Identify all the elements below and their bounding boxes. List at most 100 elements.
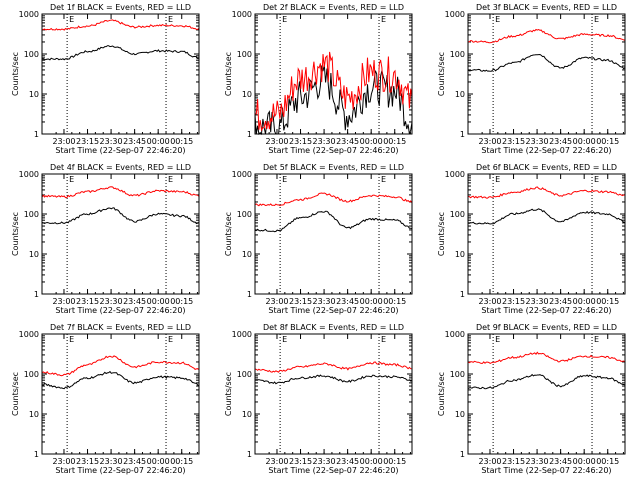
- x-tick-label: 00:00: [360, 297, 383, 306]
- panel-title: Det 2f BLACK = Events, RED = LLD: [263, 3, 404, 12]
- x-tick-label: 23:15: [289, 297, 312, 306]
- y-tick-label: 1: [247, 130, 252, 139]
- y-tick-label: 1000: [232, 10, 252, 19]
- plot-frame: [254, 333, 413, 455]
- y-tick-label: 1000: [445, 10, 465, 19]
- x-tick-label: 23:00: [52, 457, 75, 466]
- x-tick-label: 00:15: [170, 297, 193, 306]
- lld-line: [254, 51, 413, 132]
- y-tick-label: 100: [237, 210, 252, 219]
- chart-panel-2: Det 2f BLACK = Events, RED = LLD 1 10 100 10…: [224, 3, 413, 155]
- marker-label: E: [282, 335, 287, 344]
- marker-label: E: [495, 175, 500, 184]
- y-tick-label: 100: [450, 50, 465, 59]
- x-tick-label: 23:45: [123, 457, 146, 466]
- marker-label: E: [381, 335, 386, 344]
- x-tick-label: 23:15: [502, 457, 525, 466]
- x-tick-label: 23:00: [478, 137, 501, 146]
- y-tick-label: 100: [24, 210, 39, 219]
- y-tick-label: 1: [247, 450, 252, 459]
- y-tick-label: 10: [242, 410, 252, 419]
- chart-panel-4: Det 4f BLACK = Events, RED = LLD 1 10 100 10…: [11, 163, 200, 315]
- y-tick-label: 10: [242, 90, 252, 99]
- y-axis-label: Counts/sec: [437, 372, 446, 416]
- y-tick-label: 10: [29, 410, 39, 419]
- lld-line: [41, 19, 200, 31]
- y-axis-label: Counts/sec: [224, 212, 233, 256]
- x-tick-label: 23:45: [549, 137, 572, 146]
- x-tick-label: 00:00: [147, 297, 170, 306]
- x-tick-label: 00:15: [170, 457, 193, 466]
- marker-label: E: [381, 175, 386, 184]
- y-tick-label: 10: [29, 250, 39, 259]
- x-tick-label: 00:00: [360, 457, 383, 466]
- y-axis-label: Counts/sec: [11, 372, 20, 416]
- lld-line: [467, 351, 626, 364]
- plot-frame: [254, 13, 413, 135]
- x-axis-label: Start Time (22-Sep-07 22:46:20): [55, 466, 185, 475]
- y-tick-label: 100: [24, 50, 39, 59]
- y-tick-label: 1: [34, 290, 39, 299]
- marker-label: E: [381, 15, 386, 24]
- y-axis-label: Counts/sec: [11, 52, 20, 96]
- chart-panel-9: Det 9f BLACK = Events, RED = LLD 1 10 100 10…: [437, 323, 626, 475]
- y-tick-label: 100: [24, 370, 39, 379]
- panel-title: Det 9f BLACK = Events, RED = LLD: [476, 323, 617, 332]
- x-tick-label: 23:15: [76, 457, 99, 466]
- x-tick-label: 23:45: [549, 457, 572, 466]
- y-tick-label: 1000: [19, 10, 39, 19]
- y-tick-label: 1: [460, 130, 465, 139]
- y-tick-label: 100: [450, 210, 465, 219]
- y-tick-label: 100: [237, 50, 252, 59]
- y-tick-label: 1000: [232, 170, 252, 179]
- y-tick-label: 1: [34, 450, 39, 459]
- x-axis-label: Start Time (22-Sep-07 22:46:20): [268, 146, 398, 155]
- events-line: [41, 370, 200, 390]
- x-tick-label: 00:15: [383, 457, 406, 466]
- x-tick-label: 23:45: [336, 137, 359, 146]
- x-tick-label: 23:30: [526, 137, 549, 146]
- y-axis-label: Counts/sec: [11, 212, 20, 256]
- marker-label: E: [282, 175, 287, 184]
- panel-title: Det 6f BLACK = Events, RED = LLD: [476, 163, 617, 172]
- marker-label: E: [69, 335, 74, 344]
- x-tick-label: 23:45: [336, 297, 359, 306]
- y-tick-label: 1000: [445, 330, 465, 339]
- x-axis-label: Start Time (22-Sep-07 22:46:20): [268, 306, 398, 315]
- y-axis-label: Counts/sec: [437, 52, 446, 96]
- lld-line: [254, 361, 413, 373]
- y-axis-label: Counts/sec: [224, 372, 233, 416]
- events-line: [254, 374, 413, 385]
- y-tick-label: 10: [455, 90, 465, 99]
- y-tick-label: 10: [242, 250, 252, 259]
- events-line: [41, 45, 200, 61]
- chart-panel-6: Det 6f BLACK = Events, RED = LLD 1 10 100 10…: [437, 163, 626, 315]
- panel-title: Det 1f BLACK = Events, RED = LLD: [50, 3, 191, 12]
- plot-frame: [467, 333, 626, 455]
- marker-label: E: [282, 15, 287, 24]
- x-axis-label: Start Time (22-Sep-07 22:46:20): [481, 306, 611, 315]
- x-tick-label: 23:00: [52, 137, 75, 146]
- lld-line: [467, 186, 626, 199]
- marker-label: E: [594, 335, 599, 344]
- chart-panel-1: Det 1f BLACK = Events, RED = LLD 1 10 100 10…: [11, 3, 200, 155]
- x-axis-label: Start Time (22-Sep-07 22:46:20): [55, 306, 185, 315]
- marker-label: E: [594, 15, 599, 24]
- x-tick-label: 23:45: [336, 457, 359, 466]
- x-tick-label: 23:00: [265, 457, 288, 466]
- y-tick-label: 1000: [232, 330, 252, 339]
- x-tick-label: 00:00: [147, 457, 170, 466]
- x-tick-label: 23:00: [478, 297, 501, 306]
- x-tick-label: 00:15: [596, 457, 619, 466]
- x-tick-label: 23:00: [265, 137, 288, 146]
- y-tick-label: 1000: [19, 170, 39, 179]
- plot-frame: [254, 173, 413, 295]
- x-tick-label: 00:00: [573, 457, 596, 466]
- panel-title: Det 8f BLACK = Events, RED = LLD: [263, 323, 404, 332]
- x-tick-label: 23:30: [100, 137, 123, 146]
- x-tick-label: 00:00: [360, 137, 383, 146]
- x-tick-label: 23:30: [313, 457, 336, 466]
- x-tick-label: 23:00: [52, 297, 75, 306]
- x-tick-label: 23:15: [76, 137, 99, 146]
